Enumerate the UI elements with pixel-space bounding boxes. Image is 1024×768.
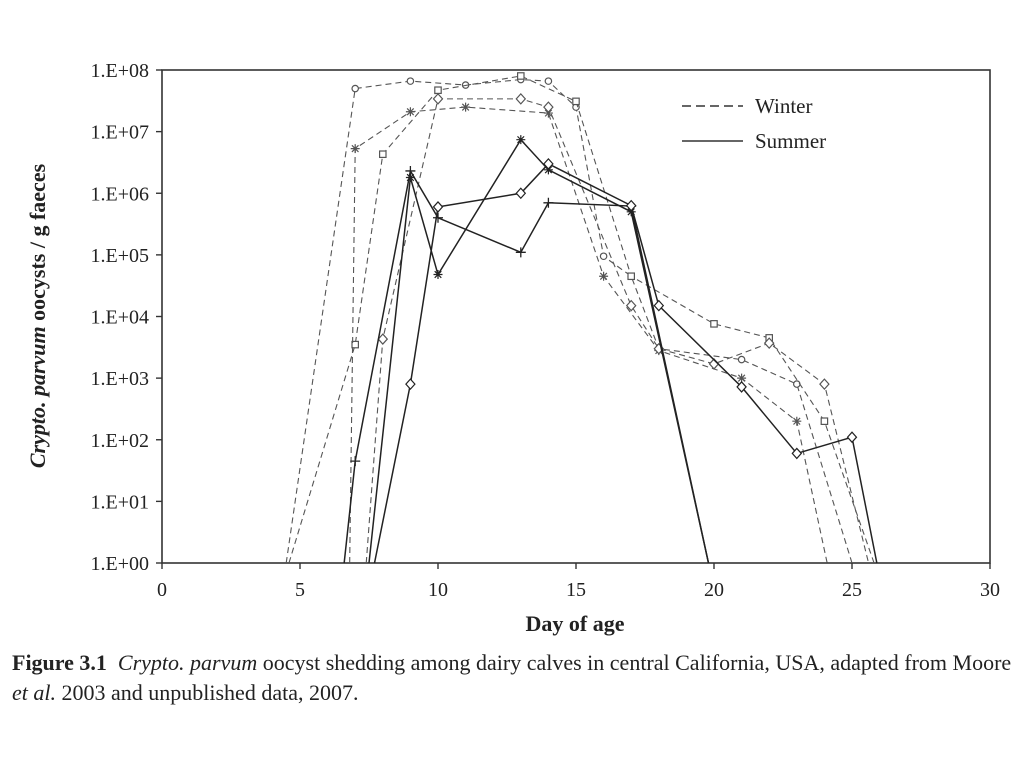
diamond-marker	[515, 92, 527, 105]
diamond-marker	[515, 187, 527, 200]
square-marker	[516, 72, 525, 80]
diamond-marker	[763, 337, 775, 350]
diamond-marker	[543, 101, 554, 113]
axes: 0 5 10 15 20 25 30 1.E+00 1.E+01 1.E+02 1.E+03 1.E+…	[91, 60, 1001, 601]
star-marker	[737, 373, 747, 383]
plus-marker	[433, 212, 443, 223]
caption-label: Figure 3.1	[12, 650, 107, 675]
diamond-marker	[736, 381, 747, 393]
diamond-marker	[543, 157, 554, 170]
y-tick-label: 1.E+02	[91, 430, 150, 452]
diamond-marker	[625, 199, 637, 212]
y-tick-label: 1.E+06	[91, 183, 150, 205]
x-tick-label: 20	[704, 579, 724, 601]
circle-marker	[406, 77, 415, 85]
caption-text-2: 2003 and unpublished data, 2007.	[56, 680, 359, 705]
diamond-marker	[625, 299, 637, 312]
star-marker	[405, 107, 415, 117]
y-tick-label: 1.E+08	[91, 60, 150, 82]
x-tick-label: 30	[980, 579, 1000, 601]
plus-marker	[515, 247, 526, 258]
series-winter-star-2	[349, 102, 828, 564]
star-marker	[792, 416, 802, 426]
legend: Winter Summer	[682, 94, 826, 153]
circle-marker	[544, 77, 553, 85]
star-marker	[626, 207, 636, 217]
caption-italic-2: et al.	[12, 680, 56, 705]
plus-marker	[543, 197, 554, 208]
diamond-marker	[819, 378, 830, 390]
series-line	[349, 106, 828, 564]
x-tick-label: 10	[428, 579, 448, 601]
legend-label-summer: Summer	[755, 129, 826, 153]
y-axis-label-rest: oocysts / g faeces	[25, 163, 50, 326]
star-marker	[461, 102, 471, 112]
series-line	[373, 162, 878, 564]
y-tick-label: 1.E+07	[91, 122, 150, 144]
x-tick-label: 5	[295, 579, 305, 601]
square-marker	[572, 97, 580, 106]
circle-marker	[599, 252, 608, 261]
diamond-marker	[653, 299, 665, 312]
x-tick-label: 25	[842, 579, 862, 601]
series-summer-plus-4	[343, 165, 710, 564]
diamond-marker	[791, 447, 803, 460]
star-marker	[599, 271, 609, 281]
y-tick-label: 1.E+05	[91, 245, 150, 267]
figure-caption: Figure 3.1 Crypto. parvum oocyst sheddin…	[12, 648, 1012, 708]
star-marker	[350, 144, 360, 154]
y-tick-label: 1.E+01	[91, 491, 150, 513]
plus-marker	[350, 456, 361, 467]
circle-marker	[792, 380, 801, 388]
series-summer-star-5	[368, 135, 710, 564]
diamond-marker	[432, 92, 444, 105]
square-marker	[351, 340, 360, 349]
square-marker	[820, 417, 829, 425]
plot-frame	[161, 69, 991, 564]
legend-label-winter: Winter	[755, 94, 812, 118]
diamond-marker	[405, 378, 416, 390]
series-line	[365, 98, 870, 564]
series-layer	[285, 72, 878, 564]
y-axis-label-italic: Crypto. parvum	[25, 326, 50, 468]
series-line	[343, 168, 710, 564]
series-summer-diamond-6	[373, 157, 878, 564]
y-tick-label: 1.E+03	[91, 368, 150, 390]
star-marker	[433, 270, 443, 280]
square-marker	[434, 86, 442, 95]
star-marker	[543, 165, 553, 175]
y-tick-label: 1.E+00	[91, 553, 150, 575]
diamond-marker	[377, 333, 389, 345]
y-axis-label: Crypto. parvum oocysts / g faeces	[25, 163, 50, 468]
diamond-marker	[432, 201, 444, 213]
x-tick-label: 0	[157, 579, 167, 601]
caption-text-1: oocyst shedding among dairy calves in ce…	[257, 650, 1012, 675]
star-marker	[405, 173, 415, 183]
x-tick-label: 15	[566, 579, 586, 601]
series-winter-square-1	[288, 72, 875, 564]
chart: 0 5 10 15 20 25 30 1.E+00 1.E+01 1.E+02 1.E+03 1.E+…	[25, 60, 1001, 636]
square-marker	[627, 272, 636, 281]
x-axis-label: Day of age	[526, 611, 625, 636]
caption-italic-1: Crypto. parvum	[117, 650, 258, 675]
y-tick-label: 1.E+04	[91, 307, 150, 329]
star-marker	[543, 108, 553, 118]
circle-marker	[737, 355, 746, 364]
diamond-marker	[846, 431, 858, 444]
star-marker	[516, 135, 526, 145]
circle-marker	[351, 84, 360, 93]
square-marker	[379, 150, 387, 159]
series-winter-diamond-3	[365, 92, 870, 564]
square-marker	[710, 320, 718, 328]
